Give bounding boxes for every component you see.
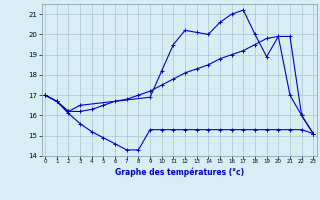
X-axis label: Graphe des températures (°c): Graphe des températures (°c) xyxy=(115,167,244,177)
